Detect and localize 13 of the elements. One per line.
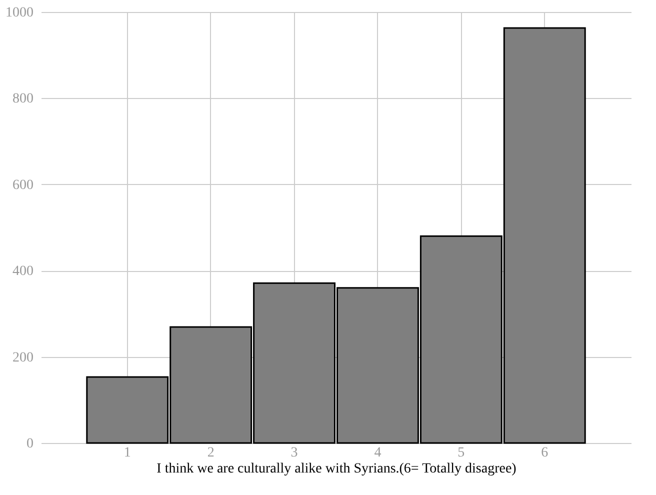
y-tick-label: 0 xyxy=(26,436,34,452)
x-tick-label: 2 xyxy=(207,446,214,460)
y-tick-label: 800 xyxy=(12,92,34,107)
y-tick-label: 1000 xyxy=(6,6,34,20)
x-tick-label: 6 xyxy=(541,446,548,460)
y-tick-label: 400 xyxy=(12,264,34,280)
y-tick-label: 600 xyxy=(12,178,34,193)
x-tick-label: 3 xyxy=(290,446,298,460)
x-tick-label: 1 xyxy=(124,446,131,460)
x-tick-label: 5 xyxy=(458,446,465,460)
x-axis-title: I think we are culturally alike with Syrians.(6= Totally disagree) xyxy=(156,462,517,476)
x-tick-label: 4 xyxy=(374,446,382,460)
y-tick-label: 200 xyxy=(12,350,34,366)
